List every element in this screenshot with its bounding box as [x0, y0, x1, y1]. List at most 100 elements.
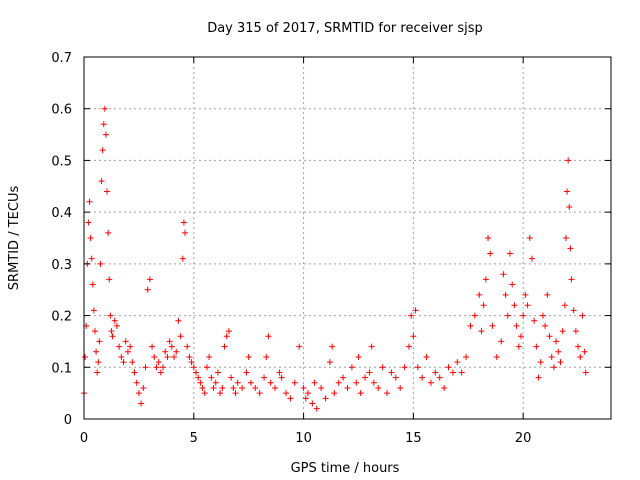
data-point	[182, 229, 189, 236]
data-point	[223, 333, 230, 340]
data-point	[539, 312, 546, 319]
data-point	[445, 364, 452, 371]
data-point	[405, 343, 412, 350]
x-tick-label: 20	[515, 431, 532, 446]
data-point	[478, 328, 485, 335]
data-point	[133, 379, 140, 386]
data-point	[278, 374, 285, 381]
data-point	[480, 302, 487, 309]
data-point	[111, 317, 118, 324]
data-points	[81, 105, 589, 412]
data-point	[504, 312, 511, 319]
data-point	[454, 359, 461, 366]
data-point	[533, 343, 540, 350]
data-point	[557, 359, 564, 366]
data-point	[188, 359, 195, 366]
data-point	[221, 343, 228, 350]
data-point	[230, 384, 237, 391]
data-point	[392, 374, 399, 381]
data-point	[157, 369, 164, 376]
y-tick-label: 0.4	[51, 206, 72, 221]
data-point	[267, 379, 274, 386]
data-point	[85, 219, 92, 226]
data-point	[214, 369, 221, 376]
data-point	[355, 353, 362, 360]
data-point	[485, 235, 492, 241]
data-point	[186, 353, 193, 360]
data-point	[482, 276, 489, 283]
data-point	[515, 343, 522, 350]
data-point	[548, 353, 555, 360]
data-point	[546, 333, 553, 340]
data-point	[528, 255, 535, 262]
data-point	[311, 379, 318, 386]
data-point	[572, 328, 579, 335]
data-point	[175, 317, 182, 324]
data-point	[217, 390, 224, 397]
data-point	[498, 338, 505, 345]
grid	[84, 57, 611, 419]
y-tick-label: 0.6	[51, 103, 72, 118]
data-point	[566, 203, 573, 210]
data-point	[151, 353, 158, 360]
data-point	[544, 291, 551, 298]
data-point	[579, 312, 586, 319]
data-point	[106, 276, 113, 283]
data-point	[362, 374, 369, 381]
data-point	[283, 390, 290, 397]
data-point	[86, 198, 93, 205]
data-point	[502, 291, 509, 298]
data-point	[109, 333, 116, 340]
data-point	[326, 359, 333, 366]
data-point	[291, 379, 298, 386]
data-point	[104, 188, 111, 195]
data-point	[375, 384, 382, 391]
data-point	[449, 369, 456, 376]
data-point	[149, 343, 156, 350]
data-point	[265, 333, 272, 340]
data-point	[553, 338, 560, 345]
x-tick-label: 10	[295, 431, 312, 446]
x-axis-label: GPS time / hours	[291, 461, 400, 476]
data-point	[318, 384, 325, 391]
data-point	[91, 328, 98, 335]
data-point	[88, 255, 95, 262]
data-point	[101, 105, 108, 112]
data-point	[97, 260, 104, 267]
data-point	[526, 235, 533, 241]
data-point	[171, 353, 178, 360]
data-point	[441, 384, 448, 391]
data-point	[180, 219, 187, 226]
data-point	[509, 281, 516, 288]
data-point	[401, 364, 408, 371]
data-point	[370, 379, 377, 386]
data-point	[562, 235, 569, 241]
y-tick-label: 0.3	[51, 258, 72, 273]
data-point	[245, 353, 252, 360]
data-point	[537, 359, 544, 366]
data-point	[313, 405, 320, 412]
data-point	[309, 400, 316, 407]
data-point	[107, 312, 114, 319]
data-point	[155, 359, 162, 366]
data-point	[463, 353, 470, 360]
data-point	[131, 369, 138, 376]
data-point	[162, 348, 169, 355]
y-tick-label: 0.5	[51, 154, 72, 169]
data-point	[94, 369, 101, 376]
data-point	[471, 312, 478, 319]
data-point	[173, 348, 180, 355]
data-point	[118, 353, 125, 360]
data-point	[458, 369, 465, 376]
x-tick-label: 0	[80, 431, 88, 446]
plot-frame	[83, 56, 612, 420]
data-point	[234, 379, 241, 386]
data-point	[142, 364, 149, 371]
data-point	[384, 390, 391, 397]
data-point	[243, 369, 250, 376]
data-point	[348, 364, 355, 371]
data-point	[436, 374, 443, 381]
y-tick-label: 0	[64, 413, 72, 428]
data-point	[96, 338, 103, 345]
